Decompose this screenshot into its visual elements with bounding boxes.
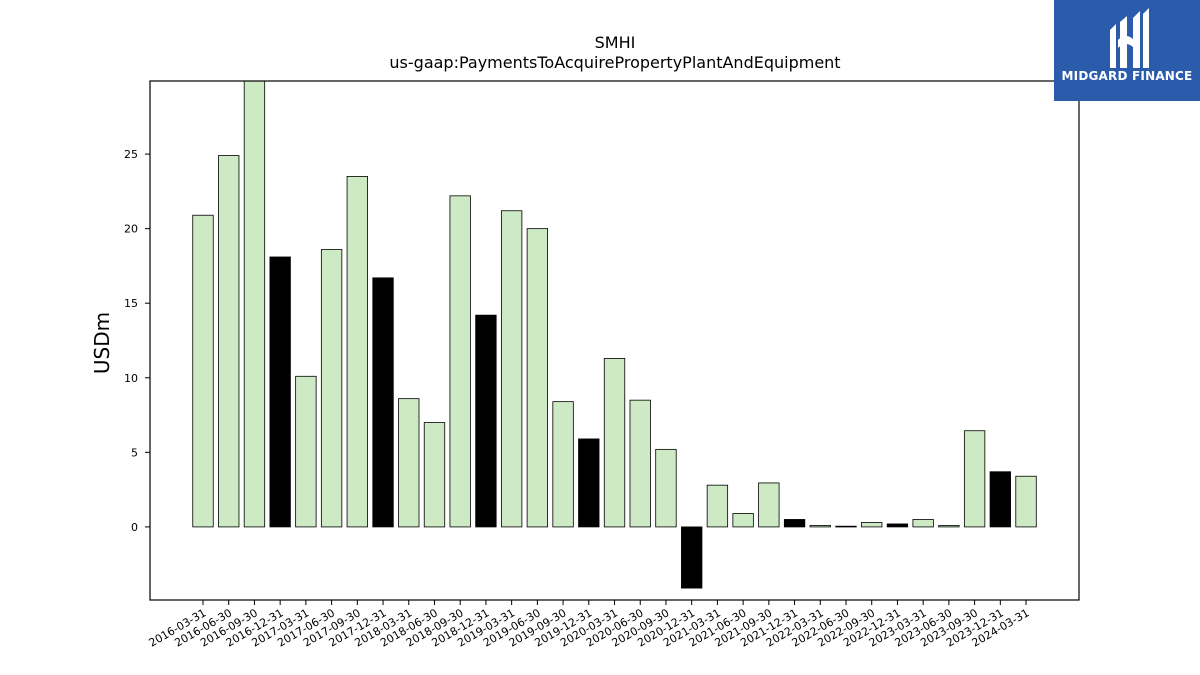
bar-2023-12-31 [989, 471, 1011, 528]
bar-2020-12-31 [681, 526, 703, 589]
bar-2024-03-31 [1015, 475, 1037, 528]
bar-2020-09-30 [655, 448, 677, 528]
logo-text: MIDGARD FINANCE [1061, 69, 1193, 83]
bar-2017-09-30 [346, 176, 368, 528]
bar-2016-12-31 [269, 256, 291, 528]
plot-frame [149, 80, 1080, 601]
bar-2017-12-31 [372, 277, 394, 528]
bars-group [192, 80, 1037, 589]
y-tick-label: 10 [124, 372, 138, 385]
y-axis-label: USDm [90, 312, 114, 374]
y-tick-label: 0 [131, 521, 138, 534]
x-ticks-group: 2016-03-312016-06-302016-09-302016-12-31… [147, 600, 1032, 650]
bar-2017-03-31 [295, 375, 317, 528]
bar-2016-03-31 [192, 214, 214, 528]
bar-2021-09-30 [758, 482, 780, 528]
logo-mark-icon [1110, 8, 1149, 68]
bar-2020-03-31 [603, 357, 626, 528]
bar-2023-09-30 [963, 430, 986, 528]
bar-2020-06-30 [629, 399, 651, 528]
bar-2019-06-30 [526, 228, 549, 528]
bar-2019-09-30 [552, 401, 574, 528]
y-tick-label: 15 [124, 297, 138, 310]
bar-2018-12-31 [475, 314, 497, 528]
y-ticks-group: 0 5 10 15 20 25 [124, 148, 150, 534]
bar-2022-12-31 [886, 523, 909, 528]
bar-2023-03-31 [912, 519, 934, 528]
bar-2021-12-31 [783, 519, 806, 528]
y-tick-label: 25 [124, 148, 138, 161]
bar-2022-03-31 [809, 525, 831, 528]
bar-2017-06-30 [320, 249, 343, 528]
bar-2022-09-30 [861, 522, 883, 528]
chart-title: SMHI [595, 33, 636, 52]
bar-2023-06-30 [938, 525, 960, 528]
y-tick-label: 20 [124, 223, 138, 236]
y-tick-label: 5 [131, 446, 138, 459]
midgard-finance-logo: MIDGARD FINANCE [1054, 0, 1200, 101]
bar-2016-09-30 [243, 80, 266, 528]
bar-2021-03-31 [706, 484, 729, 528]
bar-2018-09-30 [449, 195, 471, 528]
bar-2016-06-30 [218, 155, 240, 528]
bar-2022-06-30 [835, 525, 857, 528]
chart-subtitle: us-gaap:PaymentsToAcquirePropertyPlantAn… [389, 53, 840, 72]
bar-2019-03-31 [500, 210, 523, 528]
bar-2019-12-31 [578, 438, 600, 528]
bar-2021-06-30 [732, 513, 754, 528]
bar-2018-06-30 [423, 422, 446, 528]
bar-2018-03-31 [398, 398, 420, 528]
